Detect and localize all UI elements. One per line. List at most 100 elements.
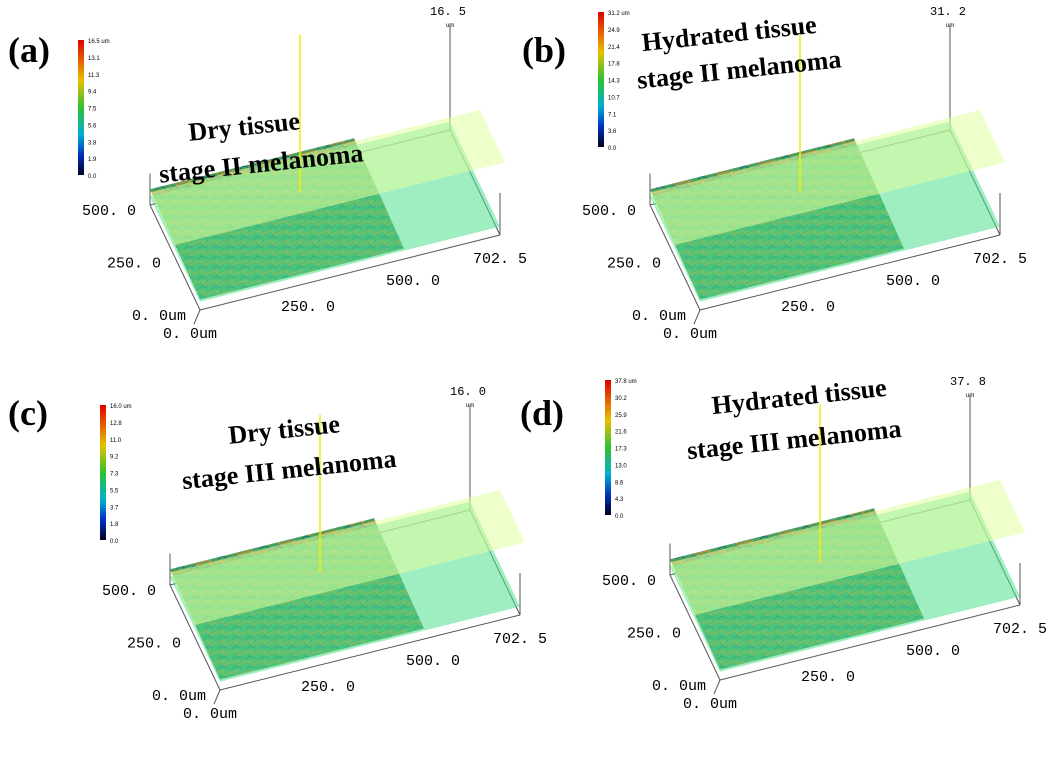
colorbar-label: 5.5 bbox=[110, 488, 119, 494]
colorbar-label: 31.2 um bbox=[608, 11, 630, 17]
z-unit-label: um bbox=[466, 403, 474, 409]
colorbar-label: 0.0 bbox=[608, 146, 617, 152]
colorbar-label: 3.7 bbox=[110, 505, 119, 511]
x-axis-label: 500. 0 bbox=[906, 643, 960, 660]
colorbar-label: 1.9 bbox=[88, 157, 97, 163]
box-edge bbox=[713, 679, 721, 695]
y-axis-label: 500. 0 bbox=[82, 203, 136, 220]
colorbar bbox=[598, 12, 604, 147]
section-band bbox=[170, 489, 525, 625]
colorbar-label: 13.1 bbox=[88, 56, 100, 62]
section-band bbox=[150, 109, 505, 245]
z-unit-label: um bbox=[446, 23, 454, 29]
colorbar-label: 10.7 bbox=[608, 95, 620, 101]
colorbar-label: 9.4 bbox=[88, 90, 97, 96]
box-edge bbox=[649, 204, 701, 311]
box-edge bbox=[213, 689, 221, 705]
x-axis-label: 702. 5 bbox=[973, 251, 1027, 268]
x-axis-label: 0. 0um bbox=[683, 696, 737, 713]
panel-title: stage III melanoma bbox=[181, 444, 398, 495]
panel-label: (d) bbox=[520, 393, 564, 433]
z-unit-label: um bbox=[946, 23, 954, 29]
y-axis-label: 250. 0 bbox=[107, 256, 161, 273]
z-max-label: 16. 0 bbox=[450, 385, 486, 399]
y-axis-label: 0. 0um bbox=[652, 678, 706, 695]
box-edge bbox=[219, 614, 521, 691]
panel-label: (c) bbox=[8, 393, 48, 433]
y-axis-label: 500. 0 bbox=[602, 573, 656, 590]
x-axis-label: 250. 0 bbox=[781, 299, 835, 316]
colorbar-label: 11.3 bbox=[88, 73, 100, 79]
colorbar-label: 21.6 bbox=[615, 430, 627, 436]
x-axis-label: 702. 5 bbox=[993, 621, 1047, 638]
x-axis-label: 250. 0 bbox=[281, 299, 335, 316]
box-edge bbox=[719, 604, 1021, 681]
y-axis-label: 250. 0 bbox=[627, 626, 681, 643]
colorbar-label: 25.9 bbox=[615, 413, 627, 419]
box-edge bbox=[169, 584, 221, 691]
y-axis-label: 0. 0um bbox=[152, 688, 206, 705]
colorbar-label: 24.9 bbox=[608, 28, 620, 34]
colorbar-label: 7.1 bbox=[608, 112, 617, 118]
colorbar-label: 17.3 bbox=[615, 447, 627, 453]
y-axis-label: 500. 0 bbox=[582, 203, 636, 220]
colorbar-label: 11.0 bbox=[110, 438, 122, 444]
x-axis-label: 0. 0um bbox=[163, 326, 217, 343]
y-axis-label: 250. 0 bbox=[127, 636, 181, 653]
x-axis-label: 250. 0 bbox=[301, 679, 355, 696]
colorbar-label: 21.4 bbox=[608, 45, 620, 51]
box-edge bbox=[693, 309, 701, 325]
colorbar-label: 37.8 um bbox=[615, 379, 637, 385]
panel-title: stage III melanoma bbox=[686, 414, 903, 465]
box-edge bbox=[669, 574, 721, 681]
panel-title: Dry tissue bbox=[227, 409, 341, 450]
x-axis-label: 0. 0um bbox=[183, 706, 237, 723]
colorbar bbox=[78, 40, 84, 175]
y-axis-label: 0. 0um bbox=[132, 308, 186, 325]
x-axis-label: 0. 0um bbox=[663, 326, 717, 343]
colorbar bbox=[100, 405, 106, 540]
z-max-label: 37. 8 bbox=[950, 375, 986, 389]
colorbar-label: 8.6 bbox=[615, 480, 624, 486]
box-edge bbox=[699, 234, 1001, 311]
x-axis-label: 250. 0 bbox=[801, 669, 855, 686]
colorbar-label: 0.0 bbox=[110, 539, 119, 545]
colorbar-label: 0.0 bbox=[615, 514, 624, 520]
colorbar-label: 12.8 bbox=[110, 421, 122, 427]
colorbar-label: 1.8 bbox=[110, 522, 119, 528]
colorbar-label: 30.2 bbox=[615, 396, 627, 402]
z-max-label: 31. 2 bbox=[930, 5, 966, 19]
panel-title: Dry tissue bbox=[187, 106, 301, 147]
x-axis-label: 500. 0 bbox=[386, 273, 440, 290]
x-axis-label: 500. 0 bbox=[406, 653, 460, 670]
colorbar-label: 3.8 bbox=[88, 140, 97, 146]
colorbar-label: 17.8 bbox=[608, 62, 620, 68]
z-unit-label: um bbox=[966, 393, 974, 399]
colorbar-label: 0.0 bbox=[88, 174, 97, 180]
section-band bbox=[650, 109, 1005, 245]
x-axis-label: 702. 5 bbox=[493, 631, 547, 648]
colorbar-label: 9.2 bbox=[110, 455, 119, 461]
colorbar-label: 7.5 bbox=[88, 107, 97, 113]
y-axis-label: 500. 0 bbox=[102, 583, 156, 600]
z-max-label: 16. 5 bbox=[430, 5, 466, 19]
colorbar-label: 5.6 bbox=[88, 123, 97, 129]
section-band bbox=[670, 479, 1025, 615]
x-axis-label: 500. 0 bbox=[886, 273, 940, 290]
panel-label: (a) bbox=[8, 30, 50, 70]
panel-title: Hydrated tissue bbox=[710, 373, 888, 420]
x-axis-label: 702. 5 bbox=[473, 251, 527, 268]
box-edge bbox=[199, 234, 501, 311]
colorbar-label: 3.6 bbox=[608, 129, 617, 135]
colorbar-label: 4.3 bbox=[615, 497, 624, 503]
colorbar-label: 16.5 um bbox=[88, 39, 110, 45]
box-edge bbox=[193, 309, 201, 325]
box-edge bbox=[149, 204, 201, 311]
y-axis-label: 0. 0um bbox=[632, 308, 686, 325]
colorbar-label: 13.0 bbox=[615, 463, 627, 469]
colorbar-label: 7.3 bbox=[110, 472, 119, 478]
colorbar-label: 14.3 bbox=[608, 79, 620, 85]
